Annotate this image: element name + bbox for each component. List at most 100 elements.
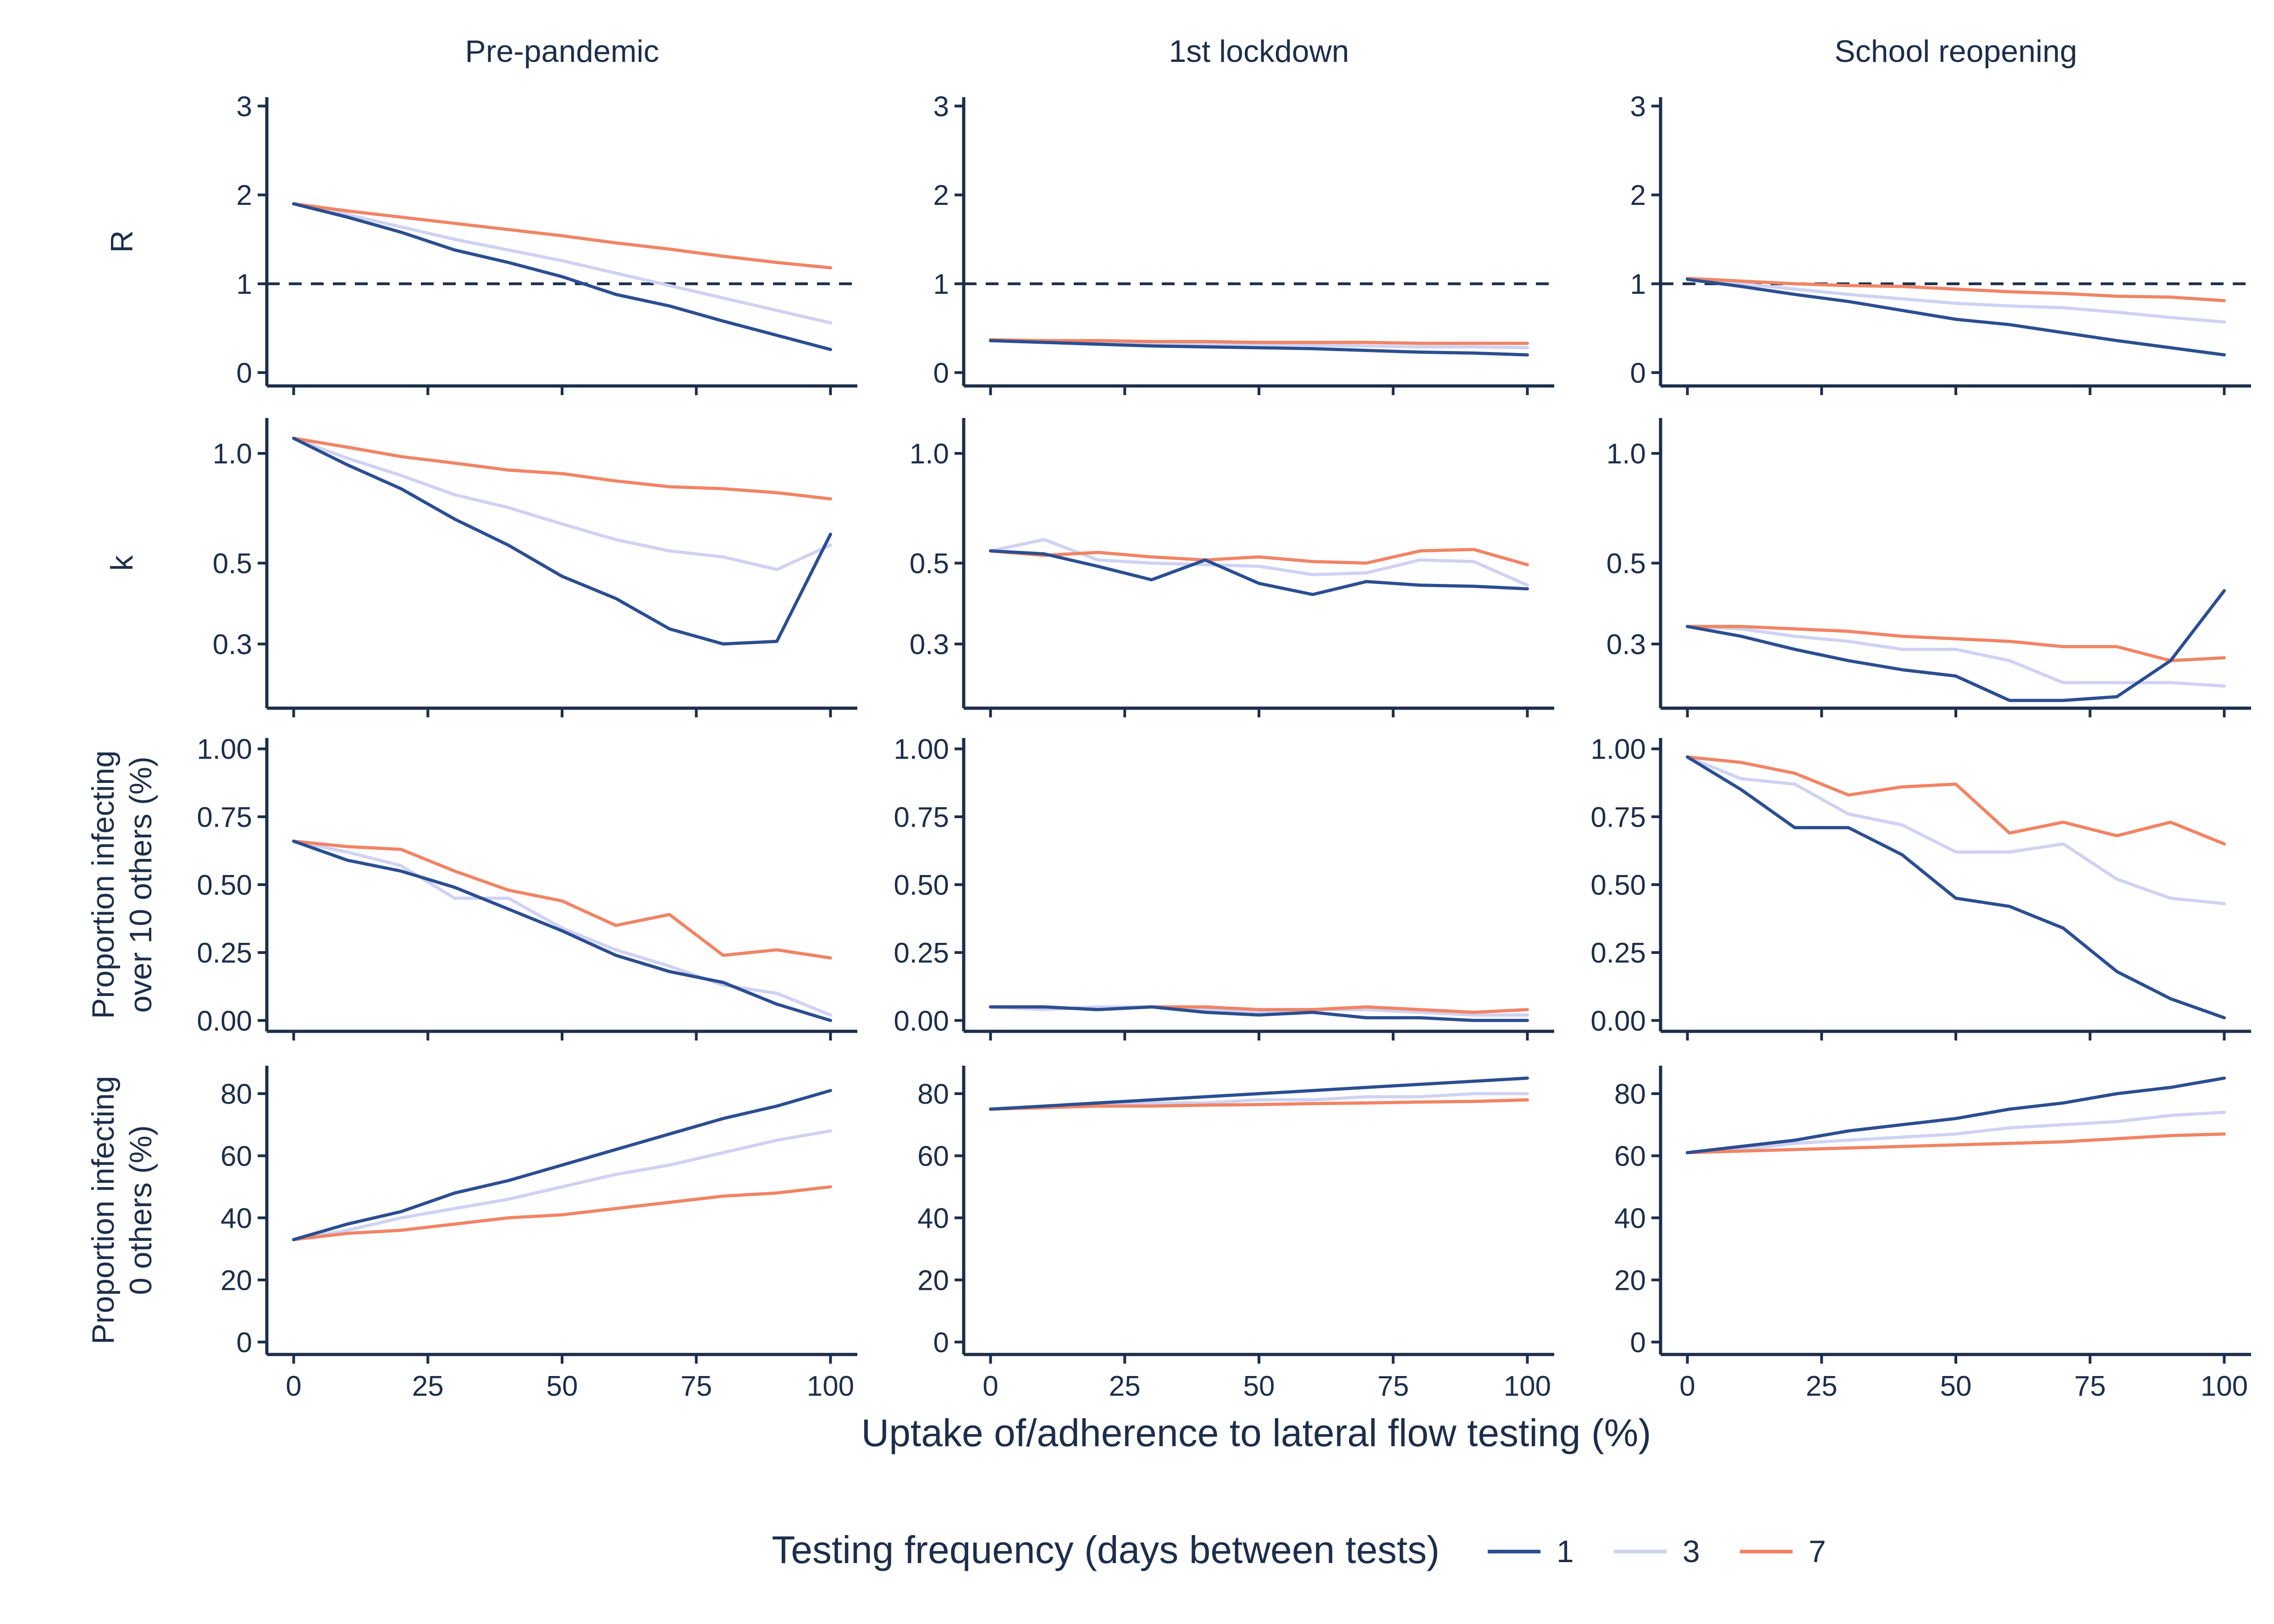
series-line-7 bbox=[989, 548, 1529, 567]
x-tick-label: 0 bbox=[982, 1371, 998, 1402]
x-tick-label: 100 bbox=[2201, 1371, 2248, 1402]
y-tick-label: 1 bbox=[237, 269, 252, 300]
series-line-1 bbox=[1686, 1076, 2226, 1155]
facet-panel: 0.3 0.5 1.0 bbox=[910, 418, 1554, 717]
series-line-7 bbox=[1686, 276, 2226, 303]
y-tick-label: 20 bbox=[221, 1265, 252, 1296]
series-line-3 bbox=[292, 1129, 832, 1241]
y-tick-label: 20 bbox=[917, 1265, 949, 1296]
series-line-1 bbox=[292, 436, 832, 646]
y-tick-label: 0.5 bbox=[1606, 548, 1646, 580]
x-tick-label: 0 bbox=[1679, 1371, 1695, 1402]
series-line-1 bbox=[989, 1076, 1529, 1111]
series-line-1 bbox=[1686, 755, 2226, 1019]
y-tick-label: 1.0 bbox=[910, 438, 949, 470]
series-line-7 bbox=[1686, 1132, 2226, 1155]
facet-panel: 0.3 0.5 1.0 bbox=[213, 418, 857, 717]
facet-panel: 0 1 2 3 bbox=[933, 91, 1554, 395]
y-tick-label: 1.00 bbox=[1590, 734, 1646, 765]
x-tick-label: 100 bbox=[807, 1371, 854, 1402]
x-tick-label: 75 bbox=[680, 1371, 712, 1402]
row-label: Proportion infecting bbox=[86, 1076, 121, 1344]
facet-panel: 0.00 0.25 0.50 0.75 1.00 bbox=[1590, 734, 2251, 1040]
series-line-3 bbox=[1686, 277, 2226, 324]
y-tick-label: 0.3 bbox=[213, 629, 252, 661]
series-line-3 bbox=[989, 538, 1529, 587]
row-label: k bbox=[105, 555, 139, 571]
facet-panel: 0 20 40 60 80 0 25 50 75 100 bbox=[221, 1066, 857, 1402]
x-tick-label: 0 bbox=[286, 1371, 301, 1402]
y-tick-label: 3 bbox=[1630, 91, 1646, 122]
y-tick-label: 1 bbox=[1630, 269, 1646, 300]
series-line-7 bbox=[989, 338, 1529, 345]
y-tick-label: 0 bbox=[933, 358, 949, 389]
series-line-7 bbox=[292, 436, 832, 501]
y-tick-label: 0.50 bbox=[1590, 870, 1646, 901]
legend-title: Testing frequency (days between tests) bbox=[772, 1528, 1440, 1571]
column-title: Pre-pandemic bbox=[465, 34, 659, 69]
series-line-1 bbox=[1686, 589, 2226, 702]
series-line-7 bbox=[989, 1098, 1529, 1111]
facet-panel: 0 20 40 60 80 0 25 50 75 100 bbox=[1614, 1066, 2251, 1402]
x-tick-label: 100 bbox=[1504, 1371, 1551, 1402]
series-line-7 bbox=[1686, 625, 2226, 662]
series-line-3 bbox=[1686, 625, 2226, 688]
x-tick-label: 75 bbox=[1377, 1371, 1409, 1402]
series-line-3 bbox=[292, 839, 832, 1017]
y-tick-label: 2 bbox=[933, 180, 949, 211]
y-tick-label: 3 bbox=[933, 91, 949, 122]
x-tick-label: 25 bbox=[1109, 1371, 1141, 1402]
y-tick-label: 1.0 bbox=[1606, 438, 1646, 470]
x-tick-label: 75 bbox=[2074, 1371, 2106, 1402]
y-tick-label: 2 bbox=[237, 180, 252, 211]
y-tick-label: 40 bbox=[221, 1203, 252, 1234]
series-line-1 bbox=[989, 549, 1529, 596]
x-tick-label: 25 bbox=[412, 1371, 444, 1402]
y-tick-label: 0.00 bbox=[1590, 1005, 1646, 1037]
y-tick-label: 0.50 bbox=[197, 870, 252, 901]
row-label: over 10 others (%) bbox=[123, 756, 158, 1013]
y-tick-label: 0.25 bbox=[197, 937, 252, 969]
x-tick-label: 50 bbox=[546, 1371, 578, 1402]
x-axis-title: Uptake of/adherence to lateral flow test… bbox=[861, 1411, 1651, 1454]
facet-panel: 0.00 0.25 0.50 0.75 1.00 bbox=[894, 734, 1554, 1040]
series-line-3 bbox=[292, 436, 832, 572]
facet-panel: 0 1 2 3 bbox=[237, 91, 857, 395]
y-tick-label: 0.5 bbox=[213, 548, 252, 580]
y-tick-label: 0.25 bbox=[1590, 937, 1646, 969]
row-label: R bbox=[105, 230, 139, 253]
y-tick-label: 0.25 bbox=[894, 937, 949, 969]
y-tick-label: 80 bbox=[1614, 1079, 1646, 1110]
series-line-1 bbox=[292, 1089, 832, 1241]
legend: Testing frequency (days between tests) 1… bbox=[772, 1528, 1826, 1571]
column-title: 1st lockdown bbox=[1169, 34, 1349, 69]
y-tick-label: 2 bbox=[1630, 180, 1646, 211]
row-label: 0 others (%) bbox=[123, 1125, 158, 1295]
y-tick-label: 3 bbox=[237, 91, 252, 122]
series-line-1 bbox=[292, 202, 832, 351]
series-line-1 bbox=[989, 1005, 1529, 1022]
y-tick-label: 0.75 bbox=[1590, 802, 1646, 833]
facet-panel: 0 20 40 60 80 0 25 50 75 100 bbox=[917, 1066, 1554, 1402]
column-title: School reopening bbox=[1834, 34, 2077, 69]
x-tick-label: 25 bbox=[1806, 1371, 1838, 1402]
y-tick-label: 0.5 bbox=[910, 548, 949, 580]
facet-grid: Pre-pandemic 1st lockdown School reopening… bbox=[86, 34, 2251, 1402]
y-tick-label: 0 bbox=[933, 1327, 949, 1359]
series-line-3 bbox=[1686, 1111, 2226, 1155]
y-tick-label: 0 bbox=[237, 1327, 252, 1359]
y-tick-label: 60 bbox=[917, 1140, 949, 1172]
y-tick-label: 0.3 bbox=[910, 629, 949, 661]
row-label: Proportion infecting bbox=[86, 750, 121, 1019]
series-line-7 bbox=[1686, 755, 2226, 846]
y-tick-label: 0 bbox=[237, 358, 252, 389]
y-tick-label: 0.50 bbox=[894, 870, 949, 901]
series-line-1 bbox=[1686, 277, 2226, 357]
y-tick-label: 1.00 bbox=[197, 734, 252, 765]
legend-label: 7 bbox=[1809, 1534, 1826, 1569]
series-line-1 bbox=[292, 839, 832, 1022]
y-tick-label: 40 bbox=[917, 1203, 949, 1234]
legend-items: 1 3 7 bbox=[1488, 1534, 1826, 1569]
series-line-7 bbox=[292, 839, 832, 960]
y-tick-label: 1.00 bbox=[894, 734, 949, 765]
